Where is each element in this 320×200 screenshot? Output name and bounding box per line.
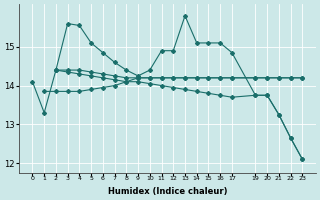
X-axis label: Humidex (Indice chaleur): Humidex (Indice chaleur) [108, 187, 227, 196]
